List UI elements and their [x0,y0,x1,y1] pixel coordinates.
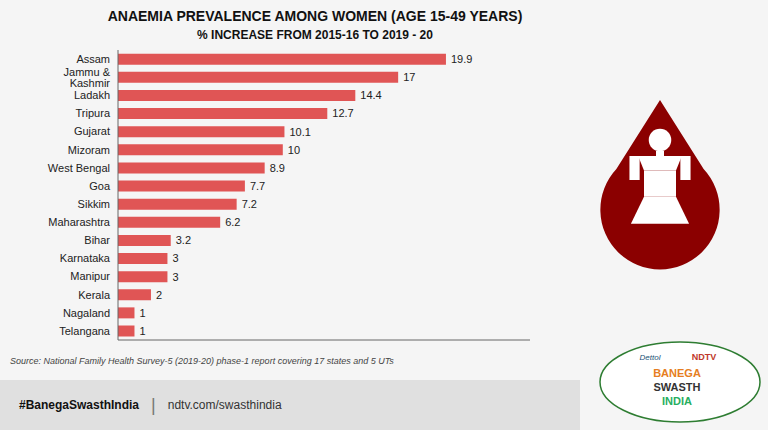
html-text:#BanegaSwasthIndia: #BanegaSwasthIndia [19,398,139,412]
svg-text:17: 17 [403,71,415,83]
svg-text:SWASTH: SWASTH [653,381,700,393]
svg-text:10.1: 10.1 [289,126,310,138]
svg-text:6.2: 6.2 [225,216,240,228]
svg-text:3.2: 3.2 [176,234,191,246]
html-text:Source: National Family Health: Source: National Family Health Survey-5 … [10,356,394,366]
svg-text:7.7: 7.7 [250,180,265,192]
svg-text:1: 1 [139,307,145,319]
svg-text:Nagaland: Nagaland [63,307,110,319]
svg-text:INDIA: INDIA [662,395,692,407]
svg-text:Telangana: Telangana [59,325,111,337]
svg-text:10: 10 [288,144,300,156]
svg-text:Kerala: Kerala [78,289,111,301]
svg-text:Bihar: Bihar [84,234,110,246]
svg-text:3: 3 [172,252,178,264]
svg-text:1: 1 [139,325,145,337]
svg-text:Gujarat: Gujarat [74,125,110,137]
svg-text:7.2: 7.2 [242,198,257,210]
svg-text:Karnataka: Karnataka [60,252,111,264]
svg-text:3: 3 [172,271,178,283]
svg-text:Sikkim: Sikkim [78,198,110,210]
svg-text:Mizoram: Mizoram [68,144,110,156]
svg-text:Maharashtra: Maharashtra [48,216,111,228]
svg-text:12.7: 12.7 [332,107,353,119]
svg-text:Assam: Assam [76,53,110,65]
svg-text:2: 2 [156,289,162,301]
html-text:% INCREASE FROM 2015-16 TO 201: % INCREASE FROM 2015-16 TO 2019 - 20 [197,28,433,42]
html-text:ndtv.com/swasthindia: ndtv.com/swasthindia [167,398,282,412]
svg-text:8.9: 8.9 [270,162,285,174]
svg-text:Jammu &Kashmir: Jammu &Kashmir [64,66,111,89]
svg-text:Ladakh: Ladakh [74,89,110,101]
svg-text:14.4: 14.4 [360,89,381,101]
svg-text:19.9: 19.9 [451,53,472,65]
svg-text:West Bengal: West Bengal [48,162,110,174]
svg-text:BANEGA: BANEGA [653,367,701,379]
svg-text:NDTV: NDTV [692,352,717,362]
svg-text:Goa: Goa [89,180,111,192]
svg-text:Dettol: Dettol [640,353,661,362]
html-text:ANAEMIA PREVALENCE AMONG WOMEN: ANAEMIA PREVALENCE AMONG WOMEN (AGE 15-4… [107,8,523,24]
svg-text:Tripura: Tripura [76,107,111,119]
svg-text:Manipur: Manipur [70,270,110,282]
